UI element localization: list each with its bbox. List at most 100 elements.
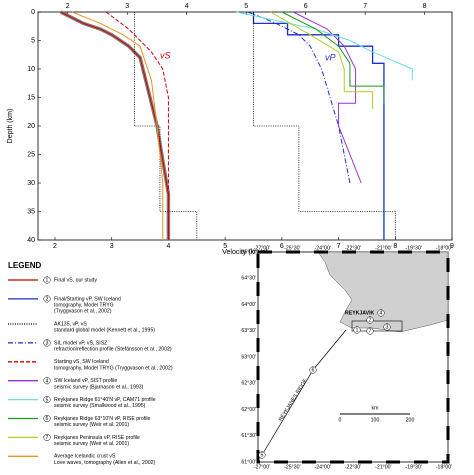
lon-label: -27°00': [254, 245, 270, 251]
profile-line: [270, 11, 374, 109]
legend-text: seismic survey (Bjarnason et al., 1993): [54, 384, 144, 390]
x-tick-label: 4: [166, 243, 170, 250]
legend-text: seismic survey (Weir et al. 2001): [54, 441, 129, 447]
legend-number: 6: [46, 416, 49, 422]
x2-tick-label: 5: [244, 3, 248, 10]
map-marker: [383, 323, 391, 331]
scale-unit: km: [372, 405, 379, 411]
legend-text: AK135, vP, vS: [54, 321, 87, 327]
lat-label: 64°00': [241, 302, 256, 308]
legend-text: tomography, Model TRYG (Tryggvason et al…: [54, 365, 173, 371]
map-marker: [258, 451, 266, 459]
lon-label: -19°30': [405, 464, 421, 470]
legend-marker: [43, 295, 51, 303]
profile-line: [253, 12, 396, 240]
legend-text: seismic survey (Weir et al. 2001): [54, 422, 129, 428]
lat-label: 63°30': [241, 328, 256, 334]
lon-label: -21°00': [375, 464, 391, 470]
x-tick-label: 5: [223, 243, 227, 250]
lon-label: -25°30': [284, 464, 300, 470]
legend-number: 2: [46, 297, 49, 303]
profile-line: [71, 11, 164, 240]
legend-marker: [43, 433, 51, 441]
legend-text: (Tryggvason et al., 2002): [54, 309, 112, 315]
lat-label: 61°00': [241, 459, 256, 465]
y-tick-label: 15: [27, 94, 35, 101]
legend-text: Love waves, tomography (Allen et al., 20…: [54, 460, 155, 466]
map-marker-number: 6: [312, 368, 315, 374]
legend-text: Reykjanes Ridge 63°10'N vP, RISE profile: [54, 416, 151, 422]
annotation: vS: [160, 50, 171, 60]
profile-line: [60, 11, 169, 240]
lon-label: -27°00': [254, 464, 270, 470]
lat-label: 65°00': [241, 249, 256, 255]
x-tick-label: 7: [337, 243, 341, 250]
legend-marker: [43, 414, 51, 423]
legend-text: SIL model vP, vS, SISZ: [54, 340, 107, 346]
x-tick-label: 8: [393, 243, 397, 250]
y-tick-label: 5: [31, 37, 35, 44]
x2-tick-label: 7: [363, 3, 367, 10]
map-marker: [366, 316, 374, 324]
y-tick-label: 35: [27, 208, 35, 215]
lat-label: 62°00': [241, 407, 256, 413]
lon-label: -25°30': [284, 245, 300, 251]
legend-number: 5: [46, 397, 49, 403]
lon-label: -22°30': [345, 245, 361, 251]
map-marker-number: 7: [369, 329, 372, 335]
iceland: [317, 251, 449, 333]
legend-text: SW Iceland vP, SIST profile: [54, 378, 117, 384]
map-border: [256, 250, 450, 464]
x-tick-label: 9: [450, 243, 454, 250]
y-tick-label: 0: [31, 9, 35, 16]
annotation: vP: [325, 52, 336, 62]
legend-text: Average Icelandic crust vS: [54, 454, 116, 460]
x2-tick-label: 3: [125, 3, 129, 10]
map-marker: [309, 366, 317, 374]
legend-marker: [43, 396, 51, 404]
map-marker-number: 2: [369, 318, 372, 324]
profile-line: [134, 12, 198, 240]
legend-text: refraction/reflection profile (Stefánsso…: [54, 346, 172, 352]
legend-text: Final vS, our study: [54, 277, 97, 283]
place-label: REYKJAVIK: [345, 310, 375, 316]
x2-tick-label: 6: [304, 3, 308, 10]
legend-number: 1: [46, 278, 49, 284]
map-marker: [377, 309, 385, 317]
study-area: [351, 320, 403, 332]
legend-marker: [43, 276, 51, 284]
lon-label: -18°00': [436, 464, 452, 470]
legend-text: standard global model (Kennett et al., 1…: [54, 328, 155, 334]
legend-text: Reykjanes Ridge 61°40'N vP, CAM71 profil…: [54, 397, 156, 403]
y-tick-label: 25: [27, 151, 35, 158]
x2-tick-label: 4: [185, 3, 189, 10]
lon-label: -18°00': [436, 245, 452, 251]
y-axis-label: Depth (km): [7, 109, 14, 144]
lon-label: -21°00': [375, 245, 391, 251]
legend-marker: [43, 377, 51, 385]
legend-number: 4: [46, 378, 49, 384]
legend-text: Starting vS, SW Iceland: [54, 359, 109, 365]
legend-text: tomography, Model TRYG: [54, 302, 114, 308]
lon-label: -19°30': [405, 245, 421, 251]
y-tick-label: 20: [27, 123, 35, 130]
legend-marker: [43, 339, 51, 347]
lat-label: 64°30': [241, 276, 256, 282]
lat-label: 61°30': [241, 433, 256, 439]
legend-text: seismic survey (Smallwood et al., 1995): [54, 403, 146, 409]
map-marker: [353, 326, 361, 334]
map-marker-number: 5: [261, 453, 264, 459]
map-marker-number: 3: [386, 325, 389, 331]
map-marker-number: 4: [380, 311, 383, 317]
scale-label: 0: [339, 417, 342, 423]
legend-text: Final/Starting vP, SW Iceland: [54, 296, 121, 302]
map-marker: [366, 327, 374, 335]
profile-line: [247, 11, 351, 184]
lon-label: -24°00': [314, 245, 330, 251]
x-tick-label: 2: [53, 243, 57, 250]
lat-label: 63°00': [241, 354, 256, 360]
profile-line: [236, 11, 413, 81]
x2-tick-label: 2: [66, 3, 70, 10]
profile-line: [105, 11, 169, 240]
